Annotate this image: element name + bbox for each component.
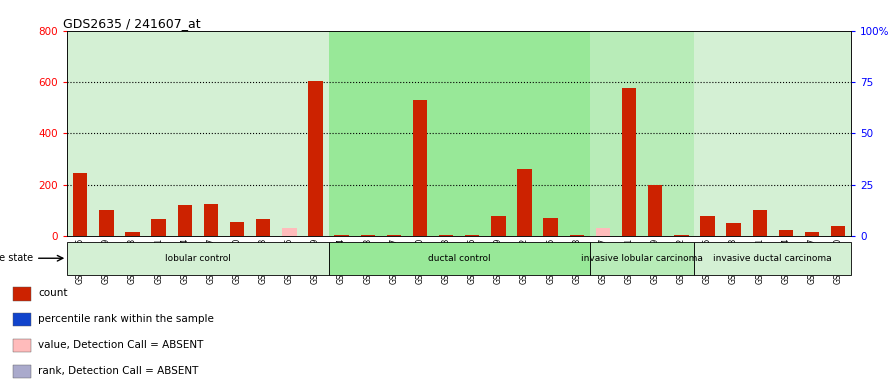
Bar <box>805 232 819 236</box>
Bar <box>387 235 401 236</box>
Bar <box>570 235 584 236</box>
Bar <box>203 204 218 236</box>
Bar <box>334 235 349 236</box>
Bar <box>517 169 531 236</box>
Bar <box>465 235 479 236</box>
Bar <box>674 235 688 236</box>
Bar <box>125 232 140 236</box>
Bar <box>694 31 851 236</box>
Bar <box>596 228 610 236</box>
Text: percentile rank within the sample: percentile rank within the sample <box>39 314 214 324</box>
Bar <box>67 242 329 275</box>
Bar <box>491 216 505 236</box>
Bar <box>73 173 88 236</box>
Bar <box>544 218 558 236</box>
Bar <box>360 235 375 236</box>
Text: count: count <box>39 288 67 298</box>
Bar <box>13 365 31 378</box>
Bar <box>648 185 662 236</box>
Bar <box>622 88 636 236</box>
Text: value, Detection Call = ABSENT: value, Detection Call = ABSENT <box>39 340 203 350</box>
Text: disease state: disease state <box>0 253 33 263</box>
Bar <box>177 205 192 236</box>
Bar <box>308 81 323 236</box>
Text: lobular control: lobular control <box>165 254 231 263</box>
Bar <box>590 31 694 236</box>
Bar <box>329 31 590 236</box>
Text: GDS2635 / 241607_at: GDS2635 / 241607_at <box>64 17 201 30</box>
Bar <box>230 222 245 236</box>
Text: rank, Detection Call = ABSENT: rank, Detection Call = ABSENT <box>39 366 198 376</box>
Bar <box>439 235 453 236</box>
Bar <box>13 339 31 353</box>
Text: ductal control: ductal control <box>428 254 490 263</box>
Bar <box>701 216 715 236</box>
Bar <box>13 313 31 326</box>
Bar <box>256 220 271 236</box>
Bar <box>779 230 793 236</box>
Bar <box>13 287 31 301</box>
Text: invasive lobular carcinoma: invasive lobular carcinoma <box>582 254 703 263</box>
Bar <box>727 223 741 236</box>
Bar <box>67 31 329 236</box>
Bar <box>151 220 166 236</box>
Bar <box>590 242 694 275</box>
Bar <box>413 100 427 236</box>
Bar <box>329 242 590 275</box>
Bar <box>694 242 851 275</box>
Bar <box>753 210 767 236</box>
Bar <box>282 228 297 236</box>
Bar <box>831 226 845 236</box>
Bar <box>99 210 114 236</box>
Text: invasive ductal carcinoma: invasive ductal carcinoma <box>713 254 832 263</box>
